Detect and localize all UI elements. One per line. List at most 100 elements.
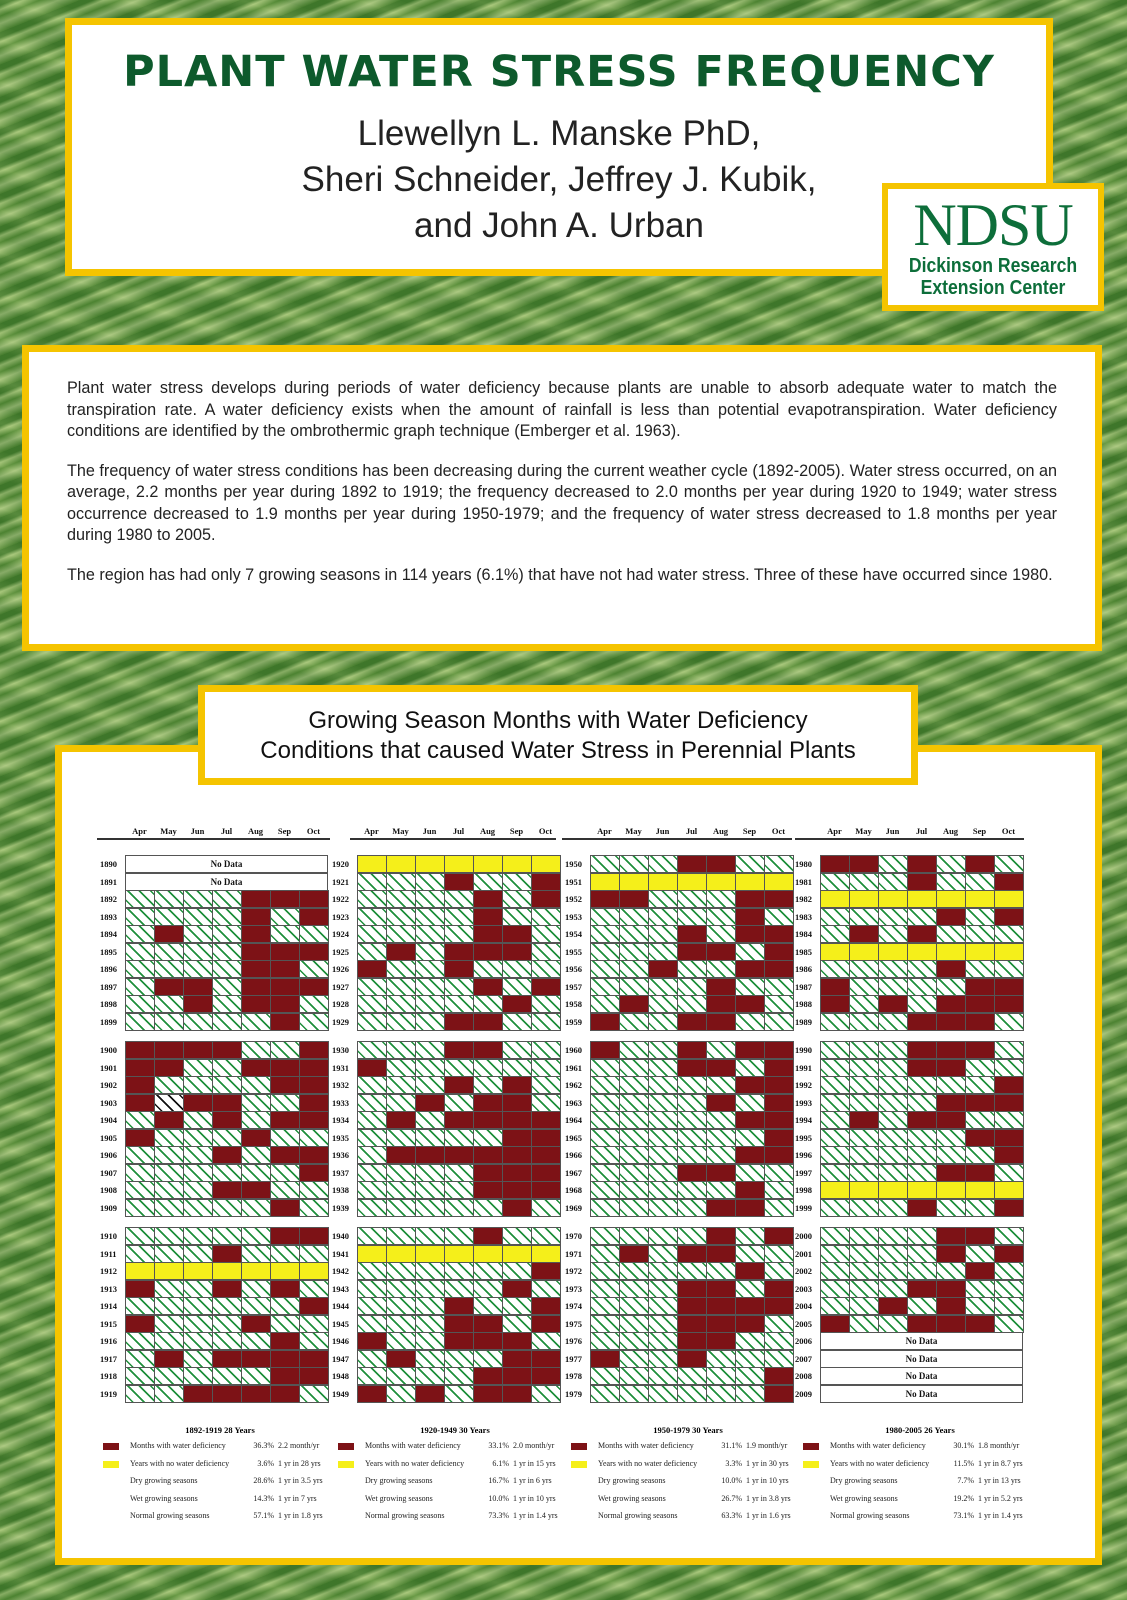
no-deficiency-cell <box>444 855 474 873</box>
normal-cell <box>415 925 445 943</box>
month-label: Jul <box>685 826 698 836</box>
normal-cell <box>386 1012 416 1031</box>
normal-cell <box>270 1163 300 1182</box>
normal-cell <box>820 1076 850 1094</box>
normal-cell <box>590 995 620 1013</box>
normal-cell <box>764 995 794 1013</box>
legend-rate: 1 yr in 10 yrs <box>746 1476 789 1485</box>
normal-cell <box>125 1297 155 1315</box>
normal-cell <box>125 977 155 996</box>
deficiency-swatch <box>103 1443 119 1450</box>
deficiency-cell <box>212 1093 242 1112</box>
deficiency-cell <box>764 925 794 943</box>
legend-rate: 1.9 month/yr <box>746 1441 788 1450</box>
normal-cell <box>849 1093 879 1112</box>
normal-cell <box>502 1041 532 1059</box>
year-label: 1979 <box>565 1388 582 1399</box>
normal-cell <box>299 925 329 943</box>
deficiency-cell <box>907 855 937 873</box>
legend-rate: 1 yr in 8.7 yrs <box>978 1458 1023 1468</box>
deficiency-cell <box>357 1058 387 1077</box>
legend-percent: 19.2% <box>953 1493 974 1503</box>
normal-cell <box>386 1181 416 1199</box>
normal-cell <box>154 890 184 908</box>
normal-cell <box>357 942 387 961</box>
no-deficiency-cell <box>936 942 966 961</box>
normal-cell <box>735 1163 765 1182</box>
normal-cell <box>878 1198 908 1217</box>
normal-cell <box>183 1227 213 1245</box>
deficiency-cell <box>735 907 765 926</box>
year-label: 2002 <box>795 1266 812 1276</box>
normal-cell <box>590 1244 620 1263</box>
deficiency-cell <box>764 1058 794 1077</box>
legend-label: Months with water deficiency <box>830 1441 926 1450</box>
legend-label: Dry growing seasons <box>598 1476 666 1485</box>
deficiency-cell <box>706 1279 736 1298</box>
normal-cell <box>212 1012 242 1031</box>
legend-percent: 73.1% <box>953 1511 974 1520</box>
normal-cell <box>590 855 620 873</box>
normal-cell <box>907 1128 937 1147</box>
no-deficiency-cell <box>212 1262 242 1280</box>
normal-cell <box>735 1367 765 1385</box>
deficiency-cell <box>531 1111 561 1129</box>
deficiency-cell <box>270 890 300 908</box>
normal-cell <box>212 1367 242 1385</box>
normal-cell <box>241 1041 271 1059</box>
legend-label: Normal growing seasons <box>130 1511 210 1520</box>
normal-cell <box>907 1076 937 1094</box>
normal-cell <box>125 1181 155 1199</box>
normal-cell <box>154 1384 184 1403</box>
legend-label: Wet growing seasons <box>830 1493 898 1503</box>
deficiency-cell <box>994 872 1024 891</box>
deficiency-cell <box>183 1041 213 1059</box>
deficiency-cell <box>444 1332 474 1350</box>
year-label: 1951 <box>565 876 582 887</box>
deficiency-cell <box>444 960 474 978</box>
deficiency-cell <box>764 1279 794 1298</box>
normal-cell <box>386 1279 416 1298</box>
no-deficiency-cell <box>936 890 966 908</box>
legend-rate: 1 yr in 10 yrs <box>513 1493 556 1503</box>
legend-percent: 33.1% <box>488 1441 509 1450</box>
year-label: 1894 <box>100 929 117 939</box>
normal-cell <box>183 925 213 943</box>
author-line: Llewellyn L. Manske PhD, <box>357 114 761 153</box>
no-deficiency-cell <box>473 855 503 873</box>
month-label: Jul <box>220 826 233 836</box>
normal-cell <box>125 995 155 1013</box>
normal-cell <box>357 1262 387 1280</box>
normal-cell <box>965 1146 995 1164</box>
normal-cell <box>183 1058 213 1077</box>
normal-cell <box>878 1012 908 1031</box>
no-deficiency-cell <box>907 1181 937 1199</box>
normal-cell <box>648 942 678 961</box>
normal-cell <box>907 960 937 978</box>
normal-cell <box>299 995 329 1013</box>
normal-cell <box>241 1279 271 1298</box>
normal-cell <box>849 1198 879 1217</box>
year-label: 1965 <box>565 1132 582 1143</box>
year-label: 1891 <box>100 876 117 887</box>
normal-cell <box>531 925 561 943</box>
legend-percent: 6.1% <box>492 1458 509 1468</box>
normal-cell <box>154 1163 184 1182</box>
normal-cell <box>270 1041 300 1059</box>
normal-cell <box>357 1314 387 1333</box>
normal-cell <box>764 977 794 996</box>
normal-cell <box>357 1367 387 1385</box>
year-label: 1922 <box>332 894 349 904</box>
normal-cell <box>415 1076 445 1094</box>
normal-cell <box>502 907 532 926</box>
deficiency-cell <box>965 1163 995 1182</box>
normal-cell <box>965 1279 995 1298</box>
year-label: 1959 <box>565 1016 582 1027</box>
normal-cell <box>357 1076 387 1094</box>
normal-cell <box>820 925 850 943</box>
no-deficiency-cell <box>965 890 995 908</box>
normal-cell <box>994 1262 1024 1280</box>
normal-cell <box>619 1314 649 1333</box>
legend-rate: 1 yr in 1.6 yrs <box>746 1511 791 1520</box>
normal-cell <box>212 960 242 978</box>
